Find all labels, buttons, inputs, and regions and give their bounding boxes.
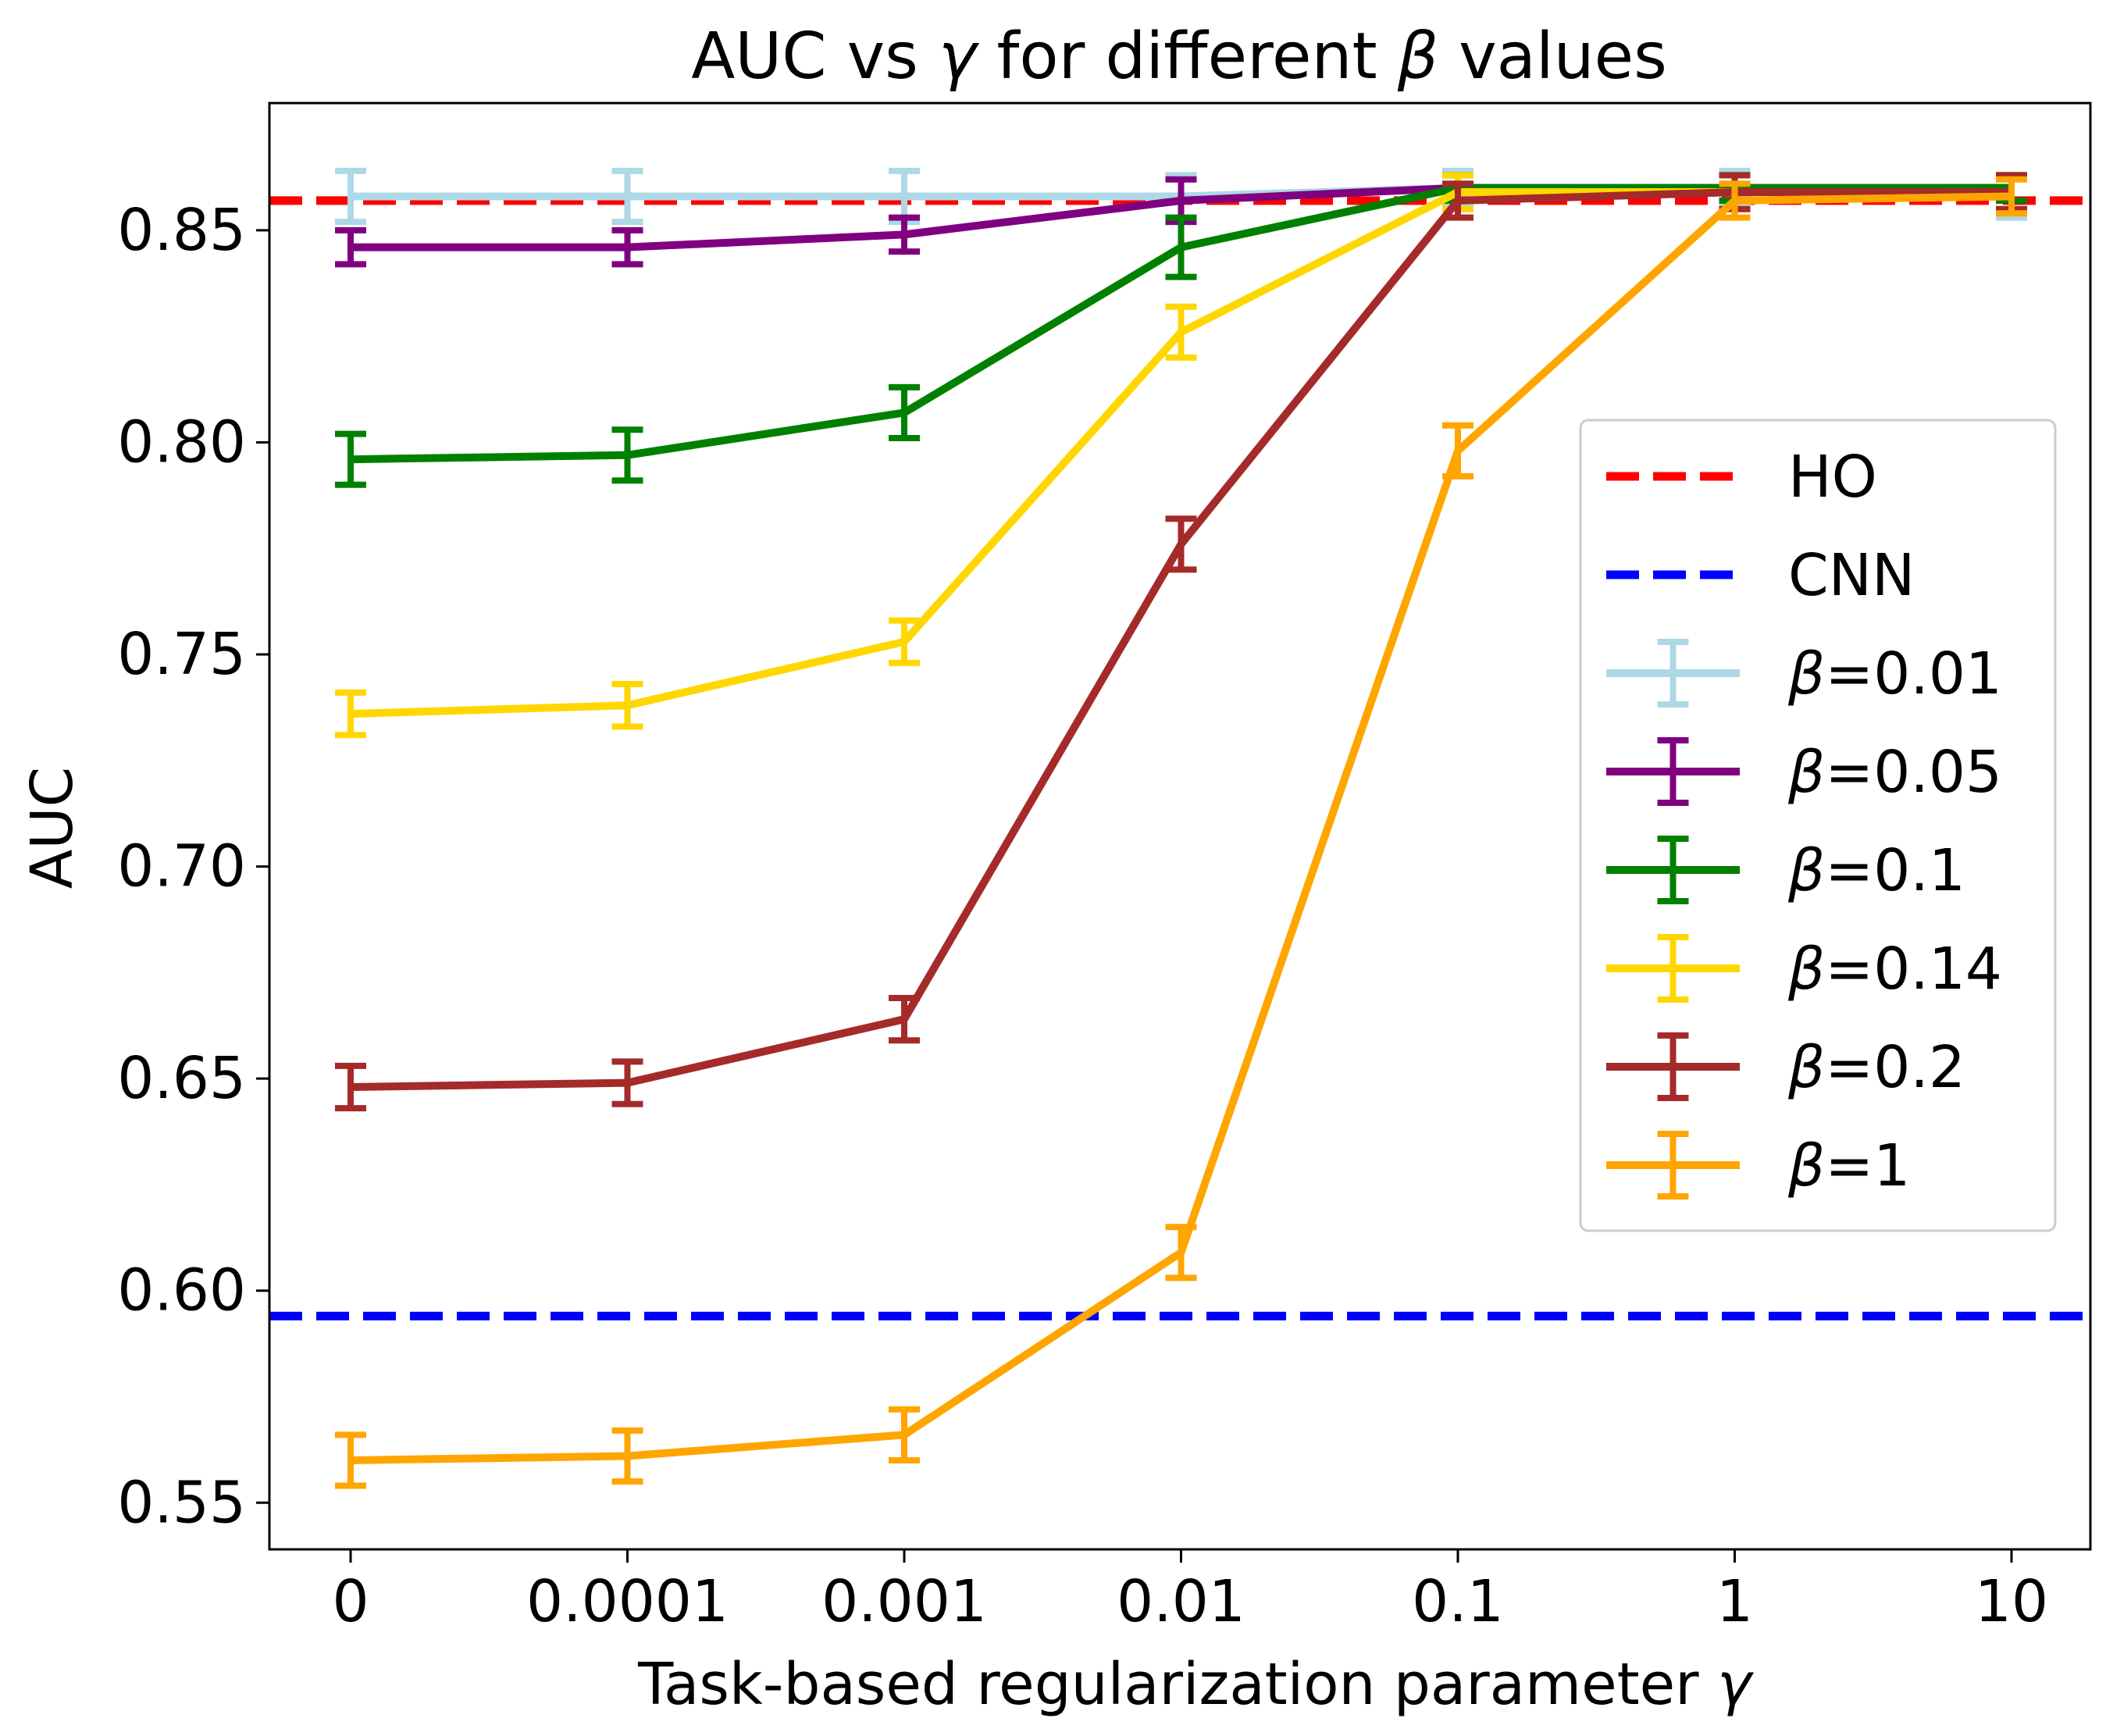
legend-label: CNN xyxy=(1788,542,1915,609)
error-bar xyxy=(1442,422,1473,479)
error-bar xyxy=(611,681,643,730)
error-bar xyxy=(335,1431,366,1489)
error-bar xyxy=(611,167,643,226)
x-tick-label: 0 xyxy=(332,1568,369,1635)
legend-frame xyxy=(1579,419,2057,1232)
error-bar xyxy=(1165,214,1197,280)
y-tick-label: 0.80 xyxy=(117,408,246,476)
error-bar xyxy=(335,167,366,226)
error-bar xyxy=(1165,303,1197,361)
x-axis-ticks: 0 0.0001 0.001 0.01 0.1 1 10 xyxy=(332,1549,2048,1635)
series-5 xyxy=(335,176,2027,1489)
legend-label: β=0.2 xyxy=(1787,1034,1965,1101)
y-tick-label: 0.55 xyxy=(117,1469,246,1536)
error-bar xyxy=(1719,180,1751,221)
y-axis-label: AUC xyxy=(19,767,86,889)
x-axis-label: Task-based regularization parameter γ xyxy=(637,1651,1755,1718)
y-tick-label: 0.70 xyxy=(117,833,246,900)
legend-label: HO xyxy=(1788,444,1877,511)
y-tick-label: 0.65 xyxy=(117,1045,246,1112)
legend: HO CNN β=0.01 β=0.05 β=0.1 β=0.14 β=0.2 β=1 xyxy=(1579,419,2057,1232)
error-bar xyxy=(889,1406,920,1463)
error-bar xyxy=(889,617,920,666)
x-tick-label: 0.1 xyxy=(1412,1568,1504,1635)
x-tick-label: 10 xyxy=(1975,1568,2048,1635)
error-bar xyxy=(335,689,366,739)
chart-title: AUC vs γ for different β values xyxy=(691,20,1667,94)
error-bar xyxy=(889,214,920,255)
x-tick-label: 0.01 xyxy=(1117,1568,1245,1635)
y-tick-label: 0.85 xyxy=(117,197,246,264)
error-bar xyxy=(611,226,643,268)
error-bar xyxy=(611,426,643,484)
legend-label: β=0.01 xyxy=(1787,640,2002,708)
y-axis-ticks: 0.55 0.60 0.65 0.70 0.75 0.80 0.85 xyxy=(117,197,269,1536)
error-bar xyxy=(1165,515,1197,573)
error-bar xyxy=(335,226,366,268)
legend-label: β=0.1 xyxy=(1787,837,1965,904)
error-bar xyxy=(1165,1224,1197,1282)
error-bar xyxy=(611,1427,643,1485)
error-bar xyxy=(1442,180,1473,221)
x-tick-label: 0.0001 xyxy=(526,1568,729,1635)
legend-label: β=1 xyxy=(1787,1132,1910,1200)
error-bar xyxy=(335,430,366,488)
error-bar xyxy=(889,994,920,1044)
x-tick-label: 0.001 xyxy=(821,1568,987,1635)
y-tick-label: 0.75 xyxy=(117,621,246,688)
legend-label: β=0.14 xyxy=(1787,936,2002,1003)
error-bar xyxy=(335,1062,366,1112)
error-bar xyxy=(1996,176,2027,217)
x-tick-label: 1 xyxy=(1716,1568,1753,1635)
error-bar xyxy=(611,1058,643,1107)
error-bar xyxy=(889,383,920,442)
y-tick-label: 0.60 xyxy=(117,1257,246,1324)
legend-label: β=0.05 xyxy=(1787,739,2002,806)
plot-area xyxy=(269,167,2090,1489)
